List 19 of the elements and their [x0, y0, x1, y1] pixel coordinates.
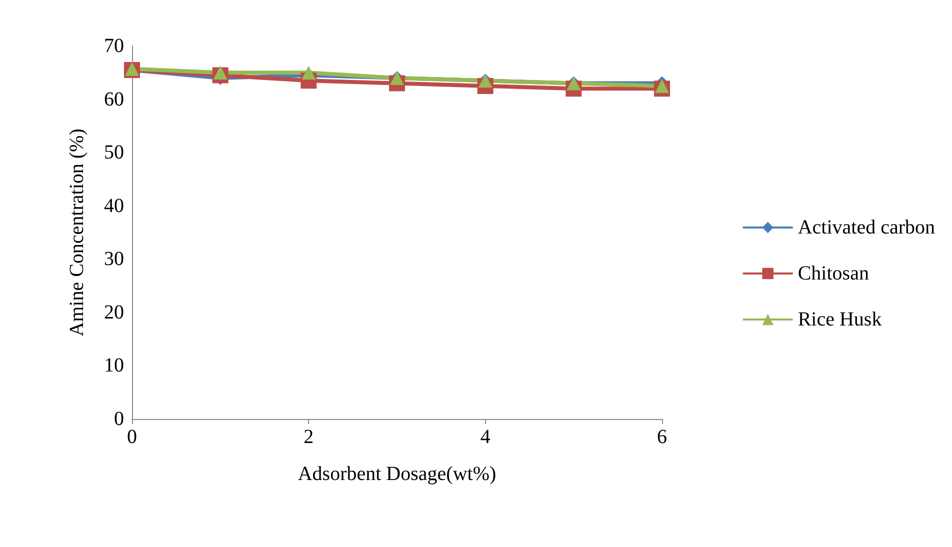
y-tick-label: 10 — [104, 354, 124, 377]
y-axis-title: Amine Concentration (%) — [66, 128, 88, 336]
y-tick-label: 30 — [104, 248, 124, 270]
x-axis-title: Adsorbent Dosage(wt%) — [298, 463, 496, 485]
legend-label: Activated carbon — [798, 216, 936, 238]
legend-label: Chitosan — [798, 262, 869, 284]
y-tick-label: 60 — [104, 88, 124, 110]
point — [302, 66, 316, 80]
y-tick-label: 70 — [104, 35, 124, 57]
legend-label: Rice Husk — [798, 308, 882, 330]
point — [213, 66, 228, 80]
x-tick-label: 6 — [657, 426, 667, 448]
x-tick-label: 2 — [304, 426, 314, 448]
y-tick-label: 20 — [104, 301, 124, 324]
y-tick-label: 50 — [104, 142, 124, 164]
y-tick-label: 40 — [104, 194, 124, 217]
point — [655, 78, 669, 93]
x-tick-label: 4 — [480, 426, 490, 448]
y-tick-label: 0 — [114, 408, 124, 430]
